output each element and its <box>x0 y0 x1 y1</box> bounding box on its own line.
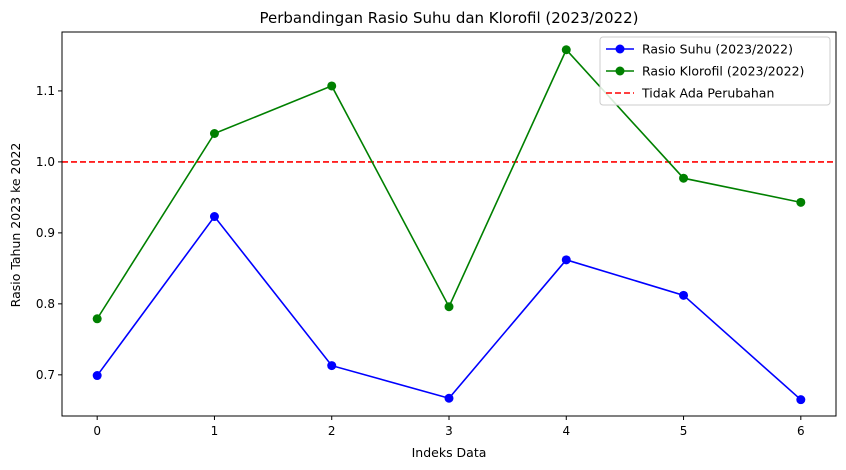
series-1-point-5 <box>679 173 689 183</box>
series-0-point-5 <box>679 290 689 300</box>
series-1-point-6 <box>796 197 806 207</box>
legend-marker-0 <box>615 44 625 54</box>
x-tick-label-1: 1 <box>211 424 219 438</box>
x-tick-label-4: 4 <box>562 424 570 438</box>
legend-label-2: Tidak Ada Perubahan <box>641 86 774 101</box>
x-tick-label-5: 5 <box>680 424 688 438</box>
chart-title: Perbandingan Rasio Suhu dan Klorofil (20… <box>259 9 638 27</box>
series-0-point-1 <box>209 212 219 222</box>
y-tick-label-0: 0.7 <box>36 368 55 382</box>
legend-label-0: Rasio Suhu (2023/2022) <box>642 42 793 57</box>
x-tick-label-0: 0 <box>93 424 101 438</box>
y-tick-label-2: 0.9 <box>36 226 55 240</box>
y-axis-label: Rasio Tahun 2023 ke 2022 <box>8 143 23 308</box>
series-1-point-4 <box>561 45 571 55</box>
x-tick-label-2: 2 <box>328 424 336 438</box>
series-0-point-4 <box>561 255 571 265</box>
series-1-point-1 <box>209 129 219 139</box>
y-tick-label-1: 0.8 <box>36 297 55 311</box>
series-1-point-2 <box>327 81 337 91</box>
legend-marker-1 <box>615 66 625 76</box>
axes: 0 1 2 3 4 5 6 0.7 0.8 0.9 1.0 1.1 <box>36 31 837 438</box>
x-tick-label-3: 3 <box>445 424 453 438</box>
series-1-point-0 <box>92 314 102 324</box>
legend-box <box>599 36 831 106</box>
x-tick-label-6: 6 <box>797 424 805 438</box>
y-tick-label-4: 1.1 <box>36 84 55 98</box>
series-1-point-3 <box>444 302 454 312</box>
plot-area <box>62 45 836 405</box>
x-axis-label: Indeks Data <box>412 445 487 460</box>
series-0-point-2 <box>327 361 337 371</box>
series-0-point-0 <box>92 371 102 381</box>
series-0-point-3 <box>444 393 454 403</box>
series-0-point-6 <box>796 395 806 405</box>
legend: Rasio Suhu (2023/2022) Rasio Klorofil (20… <box>599 36 831 106</box>
legend-label-1: Rasio Klorofil (2023/2022) <box>642 64 804 79</box>
y-tick-label-3: 1.0 <box>36 155 55 169</box>
